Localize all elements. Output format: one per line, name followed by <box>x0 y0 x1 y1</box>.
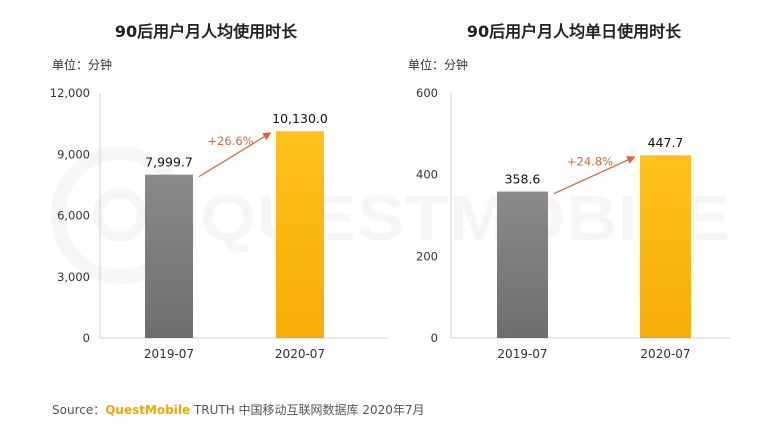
y-tick-label: 400 <box>416 168 438 182</box>
growth-arrow <box>553 156 636 195</box>
y-axis-ticks: 0 3,000 6,000 9,000 12,000 <box>50 86 90 345</box>
y-tick-label: 0 <box>431 331 438 345</box>
bars <box>497 155 691 338</box>
y-tick-label: 12,000 <box>50 86 90 100</box>
value-label: 358.6 <box>505 172 541 187</box>
y-tick-label: 6,000 <box>57 209 90 223</box>
chart-right: 90后用户月人均单日使用时长 单位：分钟 0 200 400 600 358.6 447… <box>408 22 730 361</box>
unit-label: 单位：分钟 <box>408 57 468 72</box>
bar-2020-07 <box>276 131 324 338</box>
source-rest: TRUTH 中国移动互联网数据库 2020年7月 <box>190 402 424 417</box>
value-labels: 7,999.7 10,130.0 <box>145 111 328 169</box>
value-label: 447.7 <box>648 135 684 150</box>
category-label: 2019-07 <box>144 347 194 361</box>
y-tick-label: 600 <box>416 86 438 100</box>
source-label: Source： <box>52 403 105 417</box>
chart-title: 90后用户月人均单日使用时长 <box>467 22 682 41</box>
value-labels: 358.6 447.7 <box>505 135 684 186</box>
growth-arrow <box>198 132 272 178</box>
bar-2020-07 <box>640 155 691 338</box>
value-label: 10,130.0 <box>272 111 328 126</box>
source-line: Source：QuestMobile TRUTH 中国移动互联网数据库 2020… <box>52 402 425 417</box>
chart-title: 90后用户月人均使用时长 <box>115 22 298 41</box>
y-axis-ticks: 0 200 400 600 <box>416 86 438 345</box>
bar-2019-07 <box>145 174 193 338</box>
y-tick-label: 200 <box>416 249 438 263</box>
y-tick-label: 0 <box>83 331 90 345</box>
chart-left: 90后用户月人均使用时长 单位：分钟 0 3,000 6,000 9,000 12,00… <box>50 22 388 361</box>
value-label: 7,999.7 <box>145 155 193 170</box>
category-label: 2020-07 <box>275 347 325 361</box>
source-brand: QuestMobile <box>105 403 190 417</box>
category-label: 2019-07 <box>497 347 547 361</box>
y-tick-label: 3,000 <box>57 270 90 284</box>
category-labels: 2019-07 2020-07 <box>497 347 690 361</box>
category-labels: 2019-07 2020-07 <box>144 347 325 361</box>
bars <box>145 131 324 338</box>
category-label: 2020-07 <box>640 347 690 361</box>
growth-label: +26.6% <box>207 134 253 148</box>
unit-label: 单位：分钟 <box>52 57 112 72</box>
bar-2019-07 <box>497 191 548 338</box>
growth-label: +24.8% <box>567 154 613 168</box>
y-tick-label: 9,000 <box>57 147 90 161</box>
